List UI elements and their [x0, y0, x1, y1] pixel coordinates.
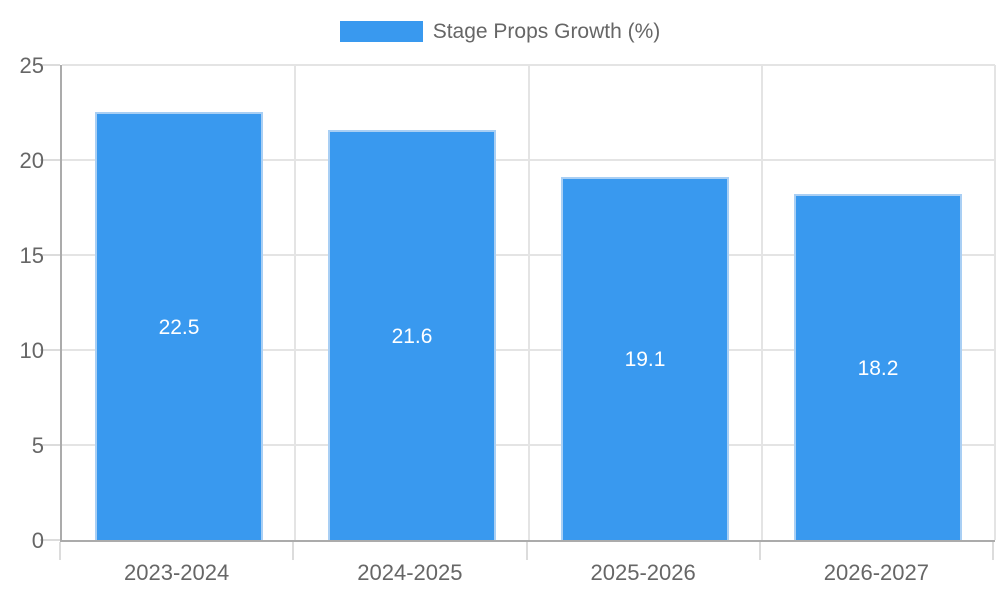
y-axis-tick [40, 444, 60, 446]
legend-swatch-icon [339, 20, 423, 42]
x-tick-label: 2024-2025 [357, 560, 463, 585]
y-tick-label: 20 [19, 148, 44, 173]
bar-value-label: 19.1 [624, 348, 666, 371]
bar-value-label: 21.6 [391, 324, 433, 348]
bar-value-label: 18.2 [857, 356, 899, 380]
x-axis-tick [59, 542, 61, 560]
bar-2025-2026: 19.1 [561, 177, 729, 540]
y-axis-tick [40, 64, 60, 66]
y-tick-label: 15 [19, 243, 44, 268]
x-tick-label: 2025-2026 [590, 560, 696, 585]
x-axis-tick [292, 542, 295, 560]
bar-2023-2024: 22.5 [95, 112, 263, 540]
y-tick-label: 25 [19, 53, 44, 78]
bar-2024-2025: 21.6 [328, 130, 496, 540]
x-gridline [760, 65, 763, 540]
y-axis-tick [40, 254, 60, 256]
x-tick-label: 2026-2027 [823, 560, 929, 585]
y-axis-tick [40, 539, 60, 541]
plot-area: 22.5 21.6 19.1 18.2 [60, 64, 996, 542]
x-axis-tick [758, 542, 761, 560]
y-axis-tick [40, 349, 60, 351]
y-tick-label: 0 [31, 528, 44, 553]
bar-value-label: 22.5 [158, 315, 200, 339]
x-gridline [294, 65, 297, 540]
x-axis-tick [525, 542, 528, 560]
x-tick-label: 2023-2024 [124, 560, 230, 585]
legend-label: Stage Props Growth (%) [432, 19, 661, 43]
bar-2026-2027: 18.2 [794, 194, 962, 540]
legend[interactable]: Stage Props Growth (%) [0, 14, 1000, 48]
y-tick-label: 5 [31, 433, 44, 458]
y-axis-tick [40, 159, 60, 161]
y-tick-label: 10 [19, 338, 44, 363]
x-gridline [527, 65, 530, 540]
x-axis-tick [992, 542, 994, 560]
x-gridline [994, 65, 996, 540]
